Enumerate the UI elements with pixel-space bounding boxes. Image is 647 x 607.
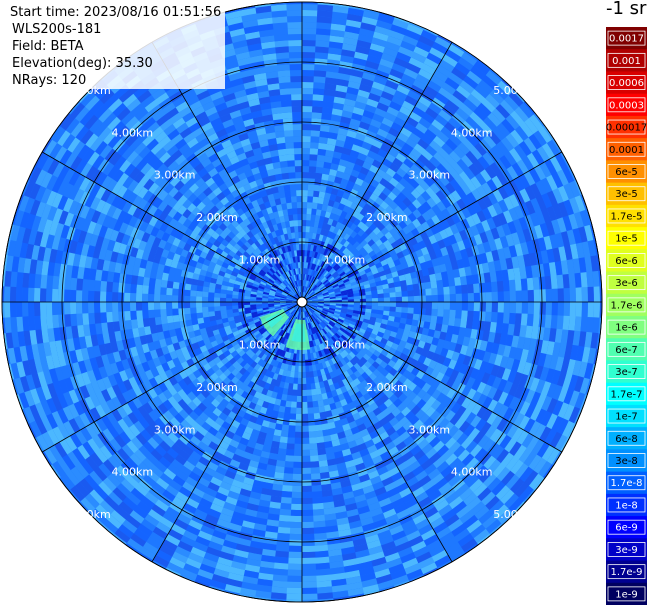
colorbar-swatch <box>606 27 647 50</box>
colorbar-swatch <box>606 427 647 450</box>
colorbar-label: 1e-9 <box>615 589 638 600</box>
range-ring-label: 5.00km <box>69 508 111 521</box>
colorbar-label: 3e-7 <box>615 367 638 378</box>
colorbar-label: 1e-8 <box>615 500 638 511</box>
center-marker <box>296 296 308 308</box>
colorbar: 0.0017 0.001 0.0006 0.0003 0.00017 0.0001 6e-5… <box>606 27 647 605</box>
colorbar-label: 3e-9 <box>615 545 638 556</box>
colorbar-swatch <box>606 516 647 539</box>
range-ring-label: 5.00km <box>493 508 535 521</box>
backscatter-gates <box>1 1 603 603</box>
colorbar-swatch <box>606 338 647 361</box>
range-ring-label: 2.00km <box>366 381 408 394</box>
colorbar-label: 1.7e-8 <box>610 478 642 489</box>
colorbar-label: 0.001 <box>612 56 641 67</box>
colorbar-swatch <box>606 449 647 473</box>
colorbar-swatch <box>606 71 647 95</box>
range-ring-label: 4.00km <box>112 466 154 479</box>
colorbar-label: 0.0003 <box>609 100 644 111</box>
colorbar-swatch <box>606 49 647 72</box>
colorbar-swatch <box>606 138 647 161</box>
colorbar-label: 6e-7 <box>615 345 638 356</box>
colorbar-swatch <box>606 538 647 562</box>
colorbar-label: 1.7e-5 <box>610 211 642 222</box>
colorbar-label: 1e-6 <box>615 323 638 334</box>
colorbar-label: 3e-5 <box>615 189 638 200</box>
scan-info-box: Start time: 2023/08/16 01:51:56 WLS200s-… <box>0 4 226 89</box>
range-ring-label: 2.00km <box>366 211 408 224</box>
colorbar-label: 6e-6 <box>615 256 638 267</box>
colorbar-title: -1 sr <box>606 0 647 19</box>
colorbar-label: 6e-9 <box>615 523 638 534</box>
azimuth-spoke-240 <box>41 301 303 453</box>
colorbar-swatch <box>606 582 647 605</box>
colorbar-label: 0.0017 <box>609 34 644 45</box>
range-ring-label: 3.00km <box>154 423 196 436</box>
colorbar-swatch <box>606 404 647 428</box>
colorbar-label: 3e-8 <box>615 456 638 467</box>
colorbar-swatch <box>606 293 647 317</box>
range-ring-labels: 1.00km 2.00km 3.00km 4.00km 5.00km 1.00km 2.00… <box>69 84 535 521</box>
range-ring-label: 1.00km <box>324 338 366 351</box>
azimuth-spoke-120 <box>301 301 562 453</box>
range-ring-label: 1.00km <box>324 254 366 267</box>
azimuth-spoke-210 <box>151 301 303 562</box>
elevation-text: Elevation(deg): 35.30 <box>0 55 226 72</box>
range-ring-label: 4.00km <box>451 126 493 139</box>
field-text: Field: BETA <box>0 38 226 55</box>
azimuth-spoke-30 <box>301 41 453 303</box>
colorbar-swatch <box>606 204 647 228</box>
colorbar-swatch <box>606 493 647 517</box>
azimuth-spoke-60 <box>301 151 562 303</box>
colorbar-swatch <box>606 471 647 495</box>
range-ring-label: 3.00km <box>409 423 451 436</box>
range-ring-label: 2.00km <box>196 381 238 394</box>
colorbar-swatch <box>606 271 647 295</box>
nrays-text: NRays: 120 <box>0 72 226 89</box>
colorbar-swatch <box>606 115 647 139</box>
start-time-text: Start time: 2023/08/16 01:51:56 <box>0 4 226 21</box>
azimuth-spoke-150 <box>301 301 453 562</box>
range-ring-label: 1.00km <box>239 338 281 351</box>
colorbar-label: 0.0001 <box>609 145 644 156</box>
range-azimuth-grid <box>1 1 603 603</box>
range-ring-label: 4.00km <box>451 466 493 479</box>
ppi-scan-plot: 1.00km 2.00km 3.00km 4.00km 5.00km 1.00km 2.00… <box>1 1 603 603</box>
range-ring-label: 4.00km <box>112 126 154 139</box>
colorbar-label: 1.7e-6 <box>610 300 642 311</box>
colorbar-label: 1.7e-7 <box>610 389 642 400</box>
colorbar-label: 1e-5 <box>615 234 638 245</box>
azimuth-spoke-300 <box>41 151 303 303</box>
colorbar-label: 0.00017 <box>606 123 647 134</box>
colorbar-label: 1e-7 <box>615 412 638 423</box>
colorbar-swatch <box>606 560 647 584</box>
colorbar-swatch <box>606 316 647 339</box>
colorbar-label: 0.0006 <box>609 78 644 89</box>
range-ring-label: 5.00km <box>493 84 535 97</box>
colorbar-label: 3e-6 <box>615 278 638 289</box>
range-ring-label: 3.00km <box>154 169 196 182</box>
colorbar-swatch <box>606 182 647 206</box>
range-ring-label: 2.00km <box>196 211 238 224</box>
range-ring-label: 1.00km <box>239 254 281 267</box>
colorbar-label: 6e-5 <box>615 167 638 178</box>
colorbar-swatch <box>606 249 647 273</box>
instrument-text: WLS200s-181 <box>0 21 226 38</box>
colorbar-label: 6e-8 <box>615 434 638 445</box>
range-ring-label: 3.00km <box>409 169 451 182</box>
colorbar-swatch <box>606 360 647 384</box>
colorbar-swatch <box>606 160 647 184</box>
colorbar-swatch <box>606 227 647 250</box>
colorbar-label: 1.7e-9 <box>610 567 642 578</box>
colorbar-swatch <box>606 382 647 406</box>
colorbar-swatch <box>606 93 647 117</box>
